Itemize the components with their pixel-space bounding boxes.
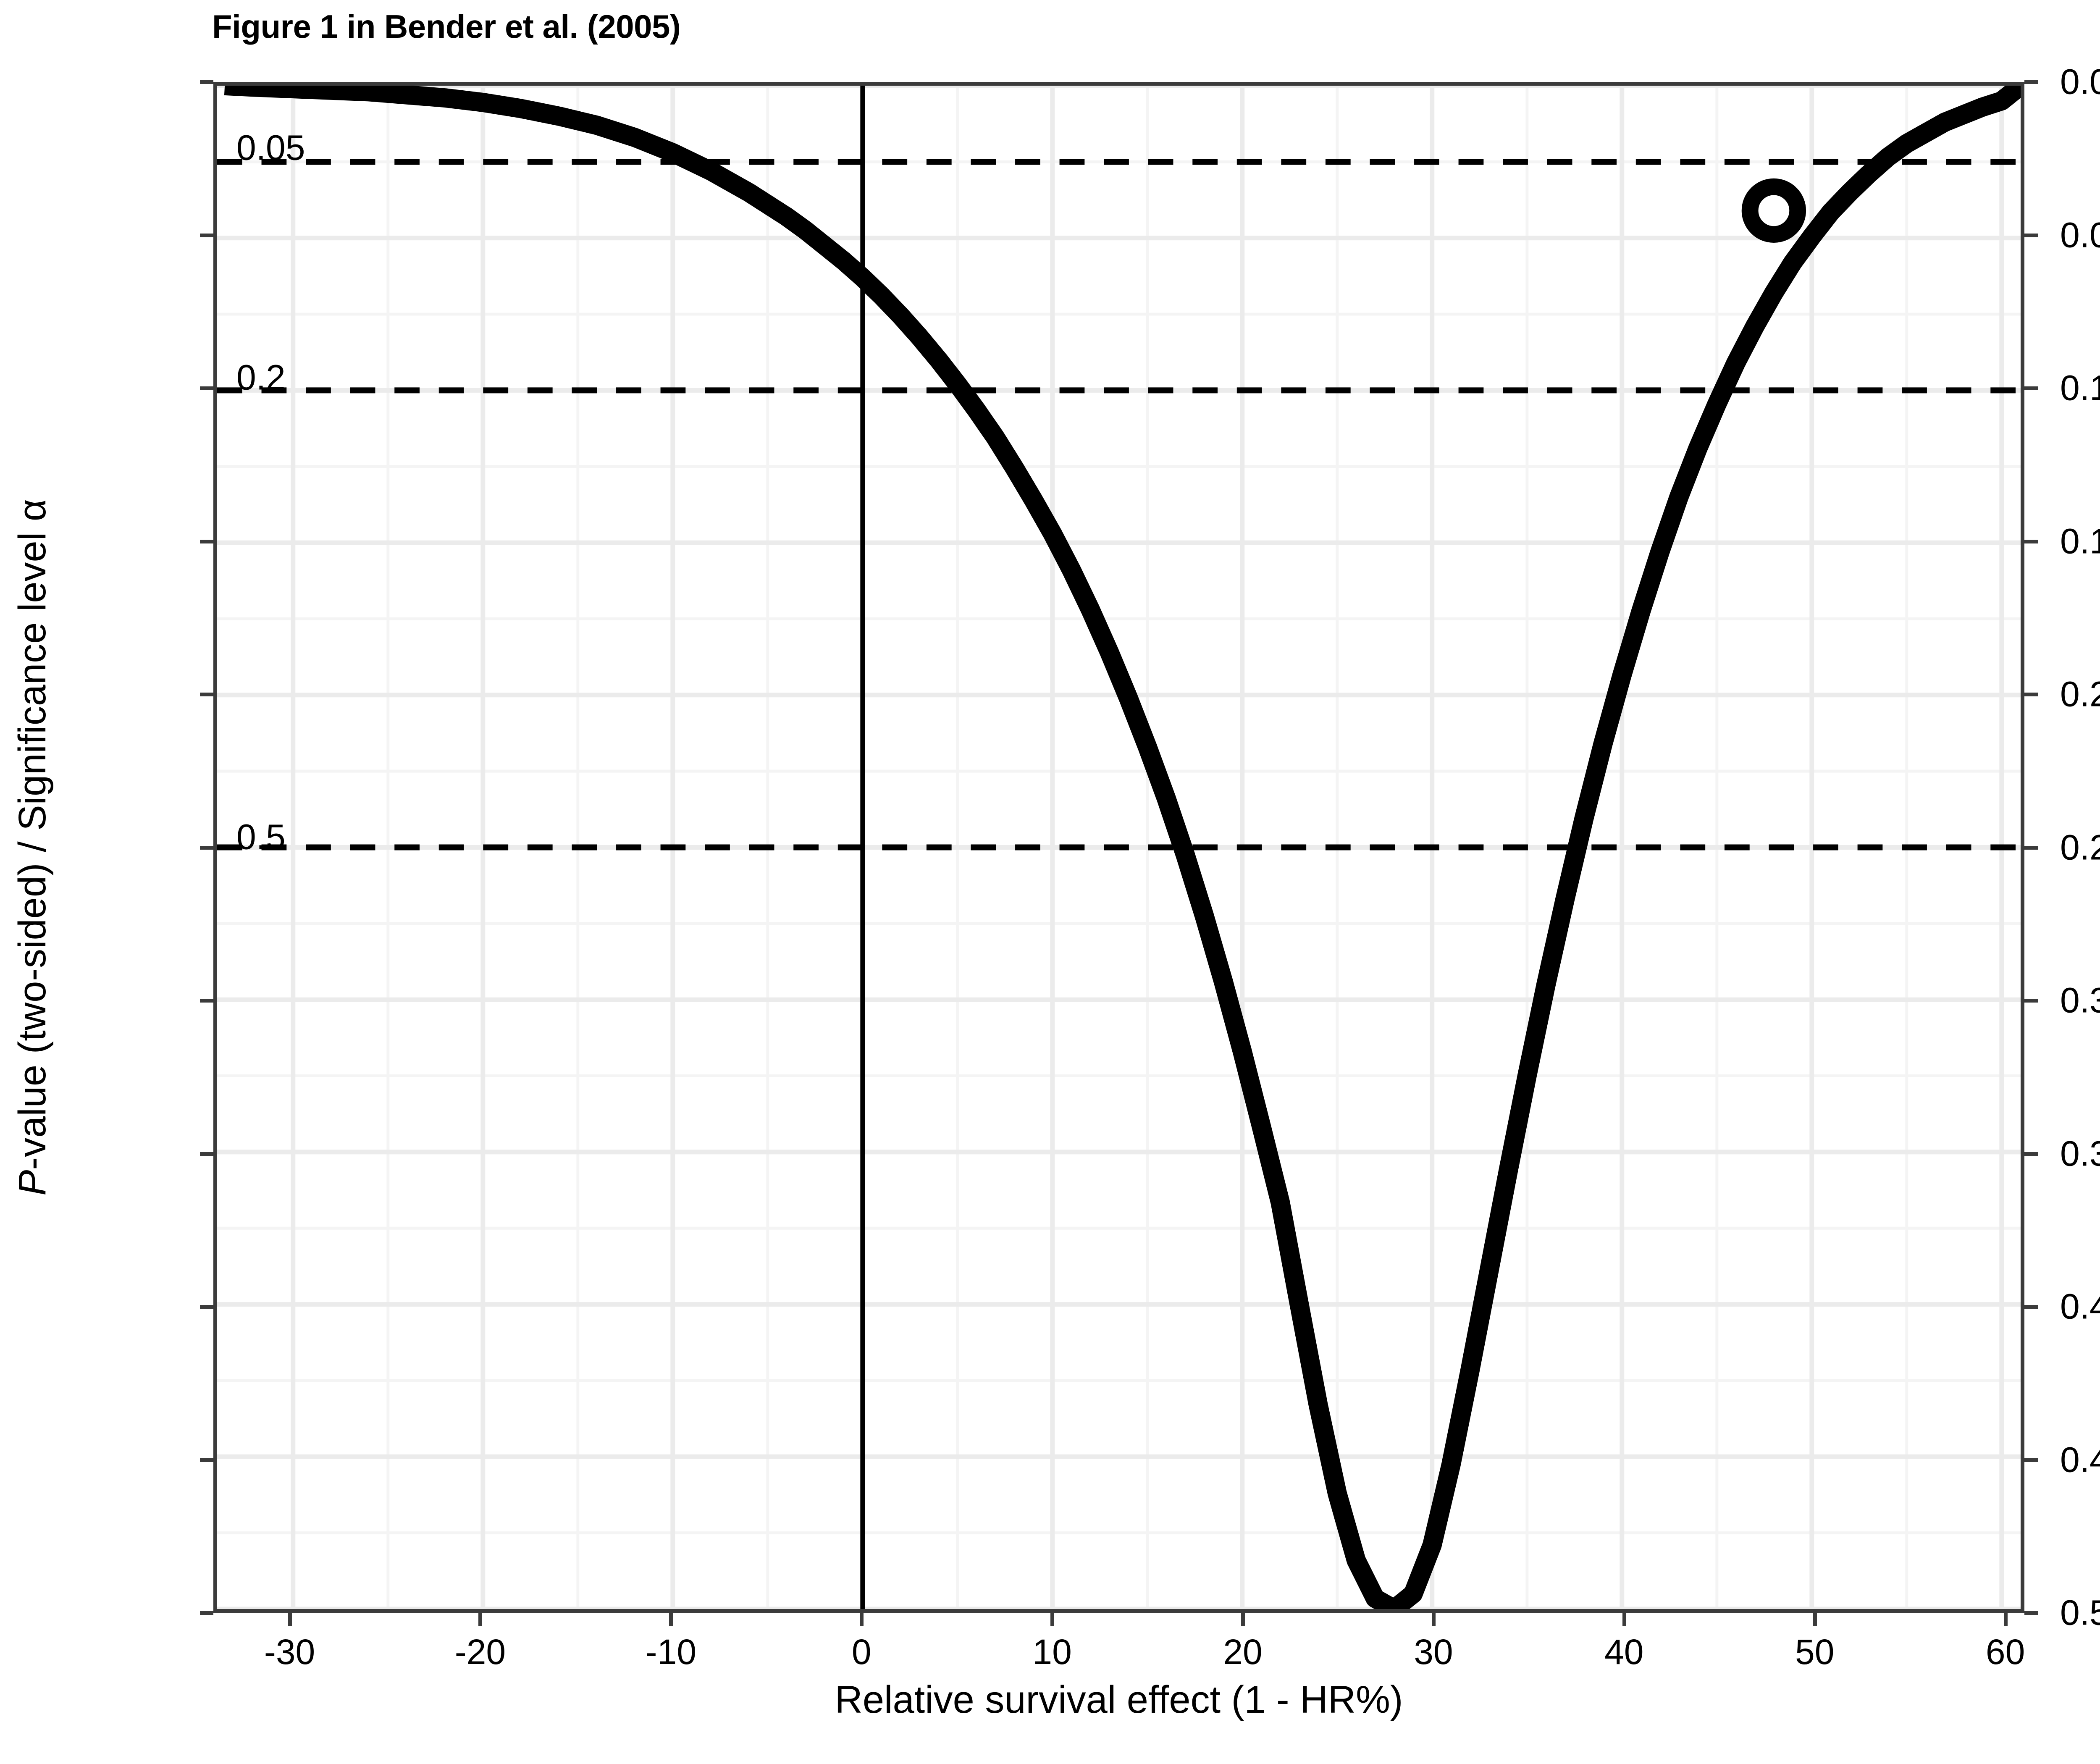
x-axis-tick-label: 10 — [1032, 1632, 1072, 1672]
y-axis-right-tick-mark — [2024, 693, 2038, 696]
x-axis-tick-mark — [1622, 1613, 1626, 1626]
x-axis-tick-label: 30 — [1414, 1632, 1453, 1672]
x-axis-title: Relative survival effect (1 - HR%) — [835, 1678, 1403, 1721]
y-axis-left-tick-mark — [200, 386, 213, 390]
y-axis-right-tick-label: 0.10 — [2060, 368, 2100, 408]
y-axis-right-tick-label: 0.05 — [2060, 215, 2100, 255]
y-axis-left-tick-mark — [200, 999, 213, 1003]
x-axis-tick-label: 20 — [1223, 1632, 1263, 1672]
x-axis-tick-mark — [860, 1613, 864, 1626]
y-axis-right-tick-mark — [2024, 1305, 2038, 1309]
x-axis-tick-label: -10 — [645, 1632, 697, 1672]
x-axis-tick-label: 60 — [1985, 1632, 2025, 1672]
plot-panel: 0.05 0.2 0.5 — [213, 82, 2024, 1613]
y-axis-left-tick-mark — [200, 539, 213, 543]
y-axis-right-tick-label: 0.35 — [2060, 1134, 2100, 1173]
y-axis-right-tick-mark — [2024, 1152, 2038, 1156]
y-axis-right-tick-label: 0.50 — [2060, 1593, 2100, 1633]
plot-canvas — [217, 86, 2021, 1609]
y-axis-right-tick-mark — [2024, 1611, 2038, 1615]
pvalue-function-curve — [224, 86, 2021, 1609]
threshold-label-0.5: 0.5 — [236, 817, 286, 856]
x-axis-tick-label: 50 — [1795, 1632, 1835, 1672]
y-axis-right-tick-mark — [2024, 233, 2038, 237]
y-axis-right-tick-mark — [2024, 386, 2038, 390]
y-axis-right-tick-mark — [2024, 80, 2038, 84]
y-axis-left-tick-mark — [200, 1152, 213, 1156]
plot-area — [217, 86, 2021, 1609]
y-axis-left-tick-mark — [200, 1458, 213, 1462]
y-axis-right-tick-mark — [2024, 1458, 2038, 1462]
y-axis-left-tick-mark — [200, 1611, 213, 1615]
y-axis-left-tick-mark — [200, 1305, 213, 1309]
x-axis-tick-mark — [1050, 1613, 1055, 1626]
y-axis-right-tick-label: 0.20 — [2060, 674, 2100, 714]
x-axis-tick-mark — [1813, 1613, 1817, 1626]
y-axis-right-tick-label: 0.15 — [2060, 521, 2100, 561]
x-axis-tick-mark — [478, 1613, 483, 1626]
y-axis-right-tick-label: 0.30 — [2060, 980, 2100, 1020]
threshold-label-0.2: 0.2 — [236, 357, 286, 397]
y-axis-right-tick-label: 0.45 — [2060, 1440, 2100, 1479]
threshold-label-0.05: 0.05 — [236, 128, 305, 168]
x-axis-tick-label: 0 — [851, 1632, 872, 1672]
x-axis-tick-mark — [288, 1613, 292, 1626]
point-estimate-marker — [1741, 178, 1806, 243]
y-axis-right-tick-mark — [2024, 845, 2038, 850]
y-axis-left-title: P-value (two-sided) / Significance level… — [10, 499, 54, 1196]
y-axis-left-tick-mark — [200, 845, 213, 850]
y-axis-right-tick-mark — [2024, 999, 2038, 1003]
x-axis-tick-mark — [1241, 1613, 1245, 1626]
x-axis-tick-mark — [1431, 1613, 1436, 1626]
x-axis-tick-mark — [669, 1613, 673, 1626]
y-axis-left-tick-mark — [200, 693, 213, 696]
y-axis-right-tick-label: 0.40 — [2060, 1286, 2100, 1326]
y-axis-right-tick-label: 0.00 — [2060, 62, 2100, 102]
x-axis-tick-mark — [2003, 1613, 2008, 1626]
y-axis-right-tick-mark — [2024, 539, 2038, 543]
chart-title: Figure 1 in Bender et al. (2005) — [212, 8, 681, 45]
x-axis-tick-label: -30 — [264, 1632, 315, 1672]
y-axis-left-tick-mark — [200, 80, 213, 84]
x-axis-tick-label: 40 — [1604, 1632, 1644, 1672]
y-axis-left-tick-mark — [200, 233, 213, 237]
x-axis-tick-label: -20 — [454, 1632, 506, 1672]
y-axis-right-tick-label: 0.25 — [2060, 827, 2100, 867]
